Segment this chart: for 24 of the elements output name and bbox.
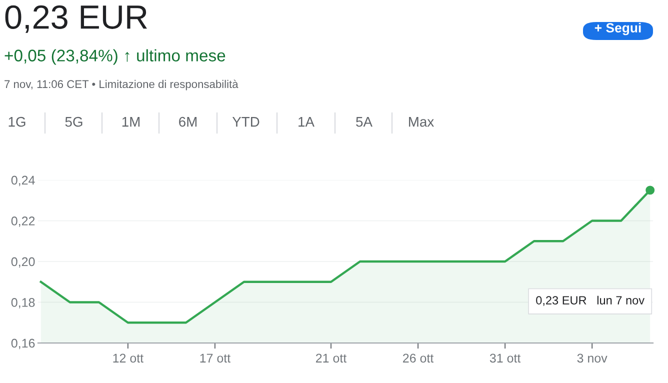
x-tick-label: 17 ott	[200, 354, 231, 363]
annotation: 0,23 EUR lun 7 nov	[536, 296, 645, 306]
y-tick-label: 0,16	[11, 338, 35, 350]
x-tick-label: 31 ott	[490, 354, 521, 363]
y-tick-label: 0,22	[11, 216, 35, 227]
x-tick-label: 21 ott	[316, 354, 347, 363]
x-tick-label: 12 ott	[113, 354, 144, 363]
text: 5G	[65, 116, 82, 127]
text: YTD	[232, 117, 260, 127]
y-tick-label: 0,24	[11, 176, 35, 186]
chart-title: 0,23 EUR	[5, 5, 147, 33]
text: 1G	[8, 116, 26, 127]
y-tick-label: 0,18	[11, 298, 35, 308]
text: 1A	[298, 117, 314, 127]
x-tick-label: 3 nov	[577, 354, 608, 363]
x-tick-label: 26 ott	[403, 354, 434, 363]
y-tick-label: 0,20	[11, 257, 35, 268]
text: Max	[409, 117, 434, 127]
text: 5A	[356, 117, 372, 127]
text: 7 nov, 11:06 CET • Limitazione di responsabilità	[4, 80, 238, 90]
text: + Segui	[594, 22, 641, 36]
text: 6M	[179, 116, 197, 127]
text: 1M	[122, 117, 140, 127]
chart-subtitle: +0,05 (23,84%) ↑ ultimo mese	[4, 49, 226, 65]
